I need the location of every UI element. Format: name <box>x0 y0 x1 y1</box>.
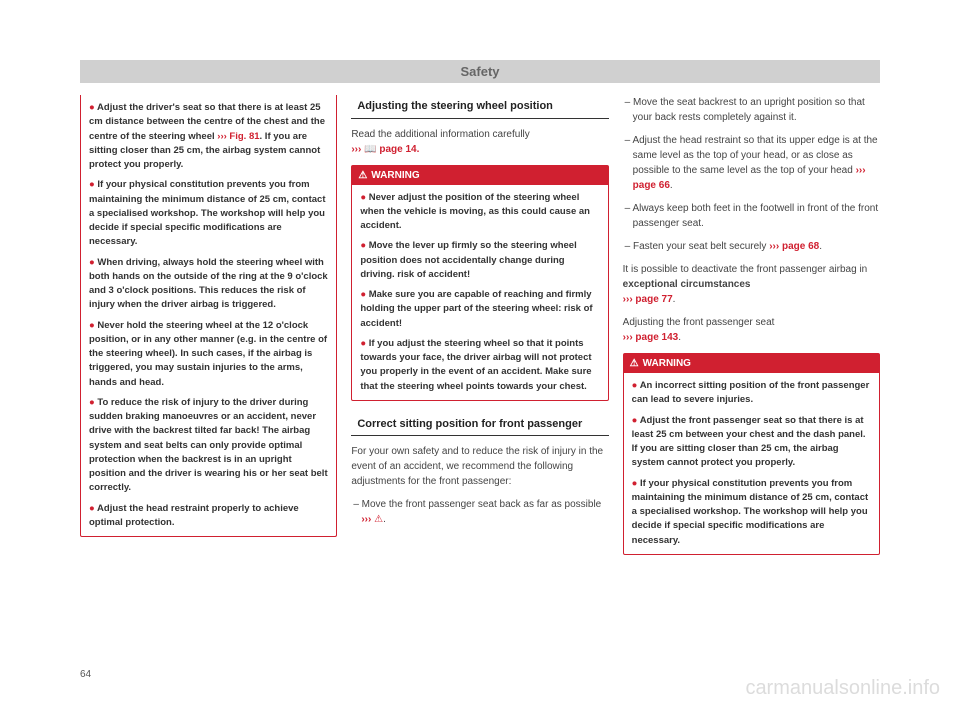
text: . <box>819 241 822 252</box>
warning-icon: ⚠ <box>630 358 639 369</box>
warning-header: ⚠ WARNING <box>352 166 607 185</box>
cross-ref: ››› <box>351 144 364 155</box>
text: For your own safety and to reduce the ri… <box>351 444 608 489</box>
cross-ref: ››› page 68 <box>769 241 819 252</box>
section-title-passenger: Correct sitting position for front passe… <box>351 413 608 437</box>
list-item: – Move the front passenger seat back as … <box>351 497 608 527</box>
text: . <box>383 514 386 525</box>
warning-item: ● To reduce the risk of injury to the dr… <box>89 396 328 496</box>
warning-box-1: ⚠ WARNING ● Never adjust the position of … <box>351 165 608 401</box>
content-columns: ● Adjust the driver's seat so that there… <box>80 95 880 567</box>
warning-item: ● Adjust the driver's seat so that there… <box>89 101 328 172</box>
text: Read the additional information carefull… <box>351 129 529 140</box>
cross-ref-page: page 14. <box>377 144 420 155</box>
list-item: – Fasten your seat belt securely ››› pag… <box>623 239 880 254</box>
column-2: Adjusting the steering wheel position Re… <box>351 95 608 567</box>
list-item: – Always keep both feet in the footwell … <box>623 201 880 231</box>
cross-ref: ››› page 143 <box>623 332 679 343</box>
body-text: Read the additional information carefull… <box>351 127 608 157</box>
list-item: – Adjust the head restraint so that its … <box>623 133 880 193</box>
section-title-steering: Adjusting the steering wheel position <box>351 95 608 119</box>
warning-box-2: ⚠ WARNING ● An incorrect sitting position… <box>623 353 880 555</box>
warning-item: ● Adjust the head restraint properly to … <box>89 502 328 531</box>
body-text: – Move the seat backrest to an upright p… <box>623 95 880 345</box>
warning-item: ● Adjust the front passenger seat so tha… <box>632 414 871 471</box>
body-text: For your own safety and to reduce the ri… <box>351 444 608 527</box>
cross-ref: ››› page 77 <box>623 294 673 305</box>
list-item: – Move the seat backrest to an upright p… <box>623 95 880 125</box>
warning-item: ● Never adjust the position of the steer… <box>360 191 599 234</box>
text: Adjusting the front passenger seat ››› p… <box>623 315 880 345</box>
warning-item: ● Make sure you are capable of reaching … <box>360 288 599 331</box>
warning-box-continued: ● Adjust the driver's seat so that there… <box>80 95 337 537</box>
warning-label: WARNING <box>643 358 691 369</box>
text: It is possible to deactivate the front p… <box>623 262 880 307</box>
column-3: – Move the seat backrest to an upright p… <box>623 95 880 567</box>
warning-item: ● If you adjust the steering wheel so th… <box>360 337 599 394</box>
column-1: ● Adjust the driver's seat so that there… <box>80 95 337 567</box>
text: . <box>670 180 673 191</box>
warning-item: ● Never hold the steering wheel at the 1… <box>89 319 328 390</box>
warning-item: ● If your physical constitution prevents… <box>89 178 328 249</box>
book-icon: 📖 <box>364 144 376 155</box>
warning-icon: ⚠ <box>374 514 383 525</box>
warning-item: ● When driving, always hold the steering… <box>89 256 328 313</box>
warning-item: ● An incorrect sitting position of the f… <box>632 379 871 408</box>
warning-item: ● Move the lever up firmly so the steeri… <box>360 239 599 282</box>
warning-label: WARNING <box>371 170 419 181</box>
text: – Adjust the head restraint so that its … <box>625 135 878 176</box>
warning-item: ● If your physical constitution prevents… <box>632 477 871 548</box>
page-header: Safety <box>80 60 880 83</box>
warning-icon: ⚠ <box>358 170 367 181</box>
watermark: carmanualsonline.info <box>745 677 940 700</box>
page-number: 64 <box>80 669 91 680</box>
text: – Fasten your seat belt securely <box>625 241 770 252</box>
warning-header: ⚠ WARNING <box>624 354 879 373</box>
text: – Move the front passenger seat back as … <box>353 499 601 510</box>
cross-ref: ››› <box>361 514 374 525</box>
manual-page: Safety ● Adjust the driver's seat so tha… <box>0 0 960 708</box>
